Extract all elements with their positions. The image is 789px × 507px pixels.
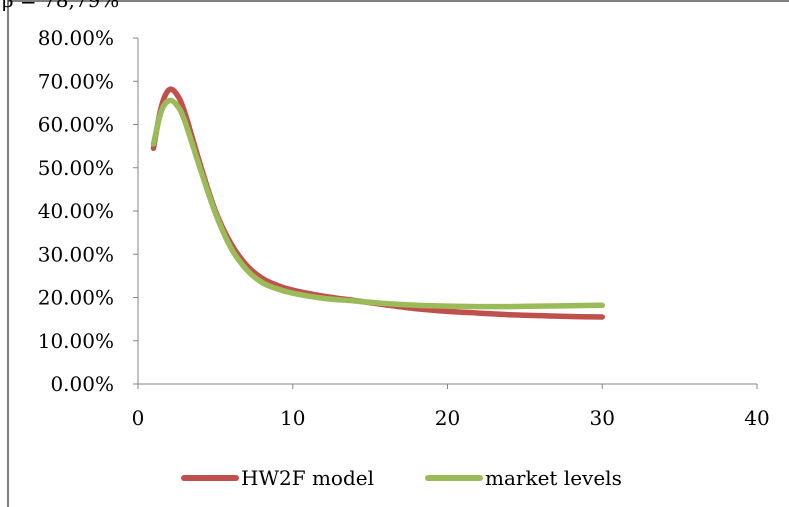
legend-label-hw2f: HW2F model: [241, 466, 374, 490]
legend-swatch-hw2f: [181, 475, 239, 481]
legend-item-hw2f: HW2F model: [181, 460, 374, 496]
ticks-group: 0.00% 10.00% 20.00% 30.00% 40.00% 50.00% 60.00…: [38, 26, 770, 430]
y-tick-label: 40.00%: [38, 199, 114, 223]
legend: HW2F model market levels: [0, 460, 789, 496]
x-tick-label: 40: [744, 406, 769, 430]
legend-swatch-market: [425, 475, 483, 481]
y-tick-label: 0.00%: [50, 372, 114, 396]
y-tick-label: 60.00%: [38, 113, 114, 137]
legend-item-market: market levels: [425, 460, 622, 496]
x-tick-label: 0: [132, 406, 145, 430]
axes-group: [137, 38, 757, 385]
y-tick-label: 20.00%: [38, 286, 114, 310]
y-tick-label: 50.00%: [38, 156, 114, 180]
legend-label-market: market levels: [485, 466, 622, 490]
series-line-hw2f-model: [150, 86, 605, 320]
series-line-market-levels: [150, 97, 605, 310]
x-tick-label: 10: [280, 406, 305, 430]
y-tick-label: 30.00%: [38, 242, 114, 266]
x-tick-label: 30: [590, 406, 615, 430]
y-tick-label: 10.00%: [38, 329, 114, 353]
x-tick-label: 20: [435, 406, 460, 430]
cut-off-formula-text: β = 78,79%: [2, 0, 120, 12]
y-tick-label: 80.00%: [38, 26, 114, 50]
series-group: [150, 86, 605, 320]
y-tick-label: 70.00%: [38, 69, 114, 93]
